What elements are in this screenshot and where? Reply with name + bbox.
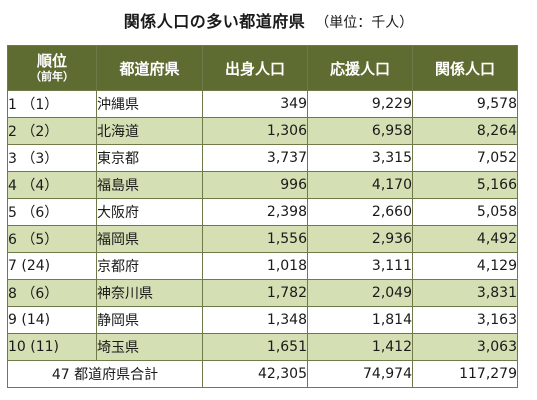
col-header-rank: 順位 （前年） [7, 45, 97, 91]
table-header: 順位 （前年） 都道府県 出身人口 応援人口 関係人口 [7, 45, 518, 91]
table-row: 7 (24) 京都府 1,018 3,111 4,129 [7, 252, 518, 280]
total-support: 74,974 [307, 360, 413, 388]
page-title: 関係人口の多い都道府県 [123, 12, 306, 31]
related-cell: 5,166 [412, 171, 518, 199]
ranking-table: 順位 （前年） 都道府県 出身人口 応援人口 関係人口 1 （1） 沖縄県 34… [7, 45, 518, 388]
rank-header-sublabel: （前年） [30, 70, 74, 83]
support-cell: 4,170 [307, 171, 413, 199]
table-body: 1 （1） 沖縄県 349 9,229 9,578 2 （2） 北海道 1,30… [7, 90, 518, 388]
col-header-birthplace: 出身人口 [202, 45, 308, 91]
related-cell: 8,264 [412, 117, 518, 145]
prefecture-cell: 沖縄県 [96, 90, 203, 118]
support-cell: 9,229 [307, 90, 413, 118]
rank-cell: 2 （2） [7, 117, 97, 145]
total-birthplace: 42,305 [202, 360, 308, 388]
prefecture-cell: 東京都 [96, 144, 203, 172]
header-row: 順位 （前年） 都道府県 出身人口 応援人口 関係人口 [7, 45, 518, 91]
birthplace-cell: 349 [202, 90, 308, 118]
table-row: 4 （4） 福島県 996 4,170 5,166 [7, 171, 518, 199]
related-cell: 3,831 [412, 279, 518, 307]
related-cell: 9,578 [412, 90, 518, 118]
birthplace-cell: 1,651 [202, 333, 308, 361]
birthplace-cell: 1,018 [202, 252, 308, 280]
prefecture-cell: 神奈川県 [96, 279, 203, 307]
rank-cell: 1 （1） [7, 90, 97, 118]
prefecture-cell: 福岡県 [96, 225, 203, 253]
birthplace-cell: 996 [202, 171, 308, 199]
support-cell: 1,412 [307, 333, 413, 361]
birthplace-cell: 1,782 [202, 279, 308, 307]
rank-cell: 5 （6） [7, 198, 97, 226]
total-related: 117,279 [412, 360, 518, 388]
rank-cell: 4 （4） [7, 171, 97, 199]
col-header-support: 応援人口 [307, 45, 413, 91]
birthplace-cell: 1,348 [202, 306, 308, 334]
related-cell: 4,492 [412, 225, 518, 253]
rank-cell: 10 (11) [7, 333, 97, 361]
support-cell: 3,111 [307, 252, 413, 280]
rank-cell: 3 （3） [7, 144, 97, 172]
related-cell: 3,063 [412, 333, 518, 361]
page-title-bar: 関係人口の多い都道府県 （単位：千人） [0, 8, 537, 32]
table-row: 5 （6） 大阪府 2,398 2,660 5,058 [7, 198, 518, 226]
table-row: 9 (14) 静岡県 1,348 1,814 3,163 [7, 306, 518, 334]
support-cell: 2,936 [307, 225, 413, 253]
rank-cell: 8 （6） [7, 279, 97, 307]
total-label: 47 都道府県合計 [7, 360, 203, 388]
prefecture-cell: 北海道 [96, 117, 203, 145]
prefecture-cell: 大阪府 [96, 198, 203, 226]
birthplace-cell: 2,398 [202, 198, 308, 226]
birthplace-cell: 1,306 [202, 117, 308, 145]
related-cell: 3,163 [412, 306, 518, 334]
related-cell: 4,129 [412, 252, 518, 280]
total-row: 47 都道府県合計 42,305 74,974 117,279 [7, 360, 518, 388]
birthplace-cell: 3,737 [202, 144, 308, 172]
support-cell: 3,315 [307, 144, 413, 172]
table-row: 1 （1） 沖縄県 349 9,229 9,578 [7, 90, 518, 118]
related-cell: 7,052 [412, 144, 518, 172]
related-cell: 5,058 [412, 198, 518, 226]
support-cell: 2,049 [307, 279, 413, 307]
table-row: 8 （6） 神奈川県 1,782 2,049 3,831 [7, 279, 518, 307]
prefecture-cell: 京都府 [96, 252, 203, 280]
rank-header-label: 順位 [36, 52, 67, 70]
col-header-related: 関係人口 [412, 45, 518, 91]
support-cell: 6,958 [307, 117, 413, 145]
support-cell: 2,660 [307, 198, 413, 226]
rank-cell: 9 (14) [7, 306, 97, 334]
support-cell: 1,814 [307, 306, 413, 334]
prefecture-cell: 静岡県 [96, 306, 203, 334]
rank-cell: 7 (24) [7, 252, 97, 280]
table-row: 2 （2） 北海道 1,306 6,958 8,264 [7, 117, 518, 145]
table-row: 10 (11) 埼玉県 1,651 1,412 3,063 [7, 333, 518, 361]
table-row: 3 （3） 東京都 3,737 3,315 7,052 [7, 144, 518, 172]
prefecture-cell: 福島県 [96, 171, 203, 199]
unit-label: （単位：千人） [315, 15, 414, 31]
prefecture-cell: 埼玉県 [96, 333, 203, 361]
col-header-prefecture: 都道府県 [96, 45, 203, 91]
table-row: 6 （5） 福岡県 1,556 2,936 4,492 [7, 225, 518, 253]
birthplace-cell: 1,556 [202, 225, 308, 253]
rank-cell: 6 （5） [7, 225, 97, 253]
